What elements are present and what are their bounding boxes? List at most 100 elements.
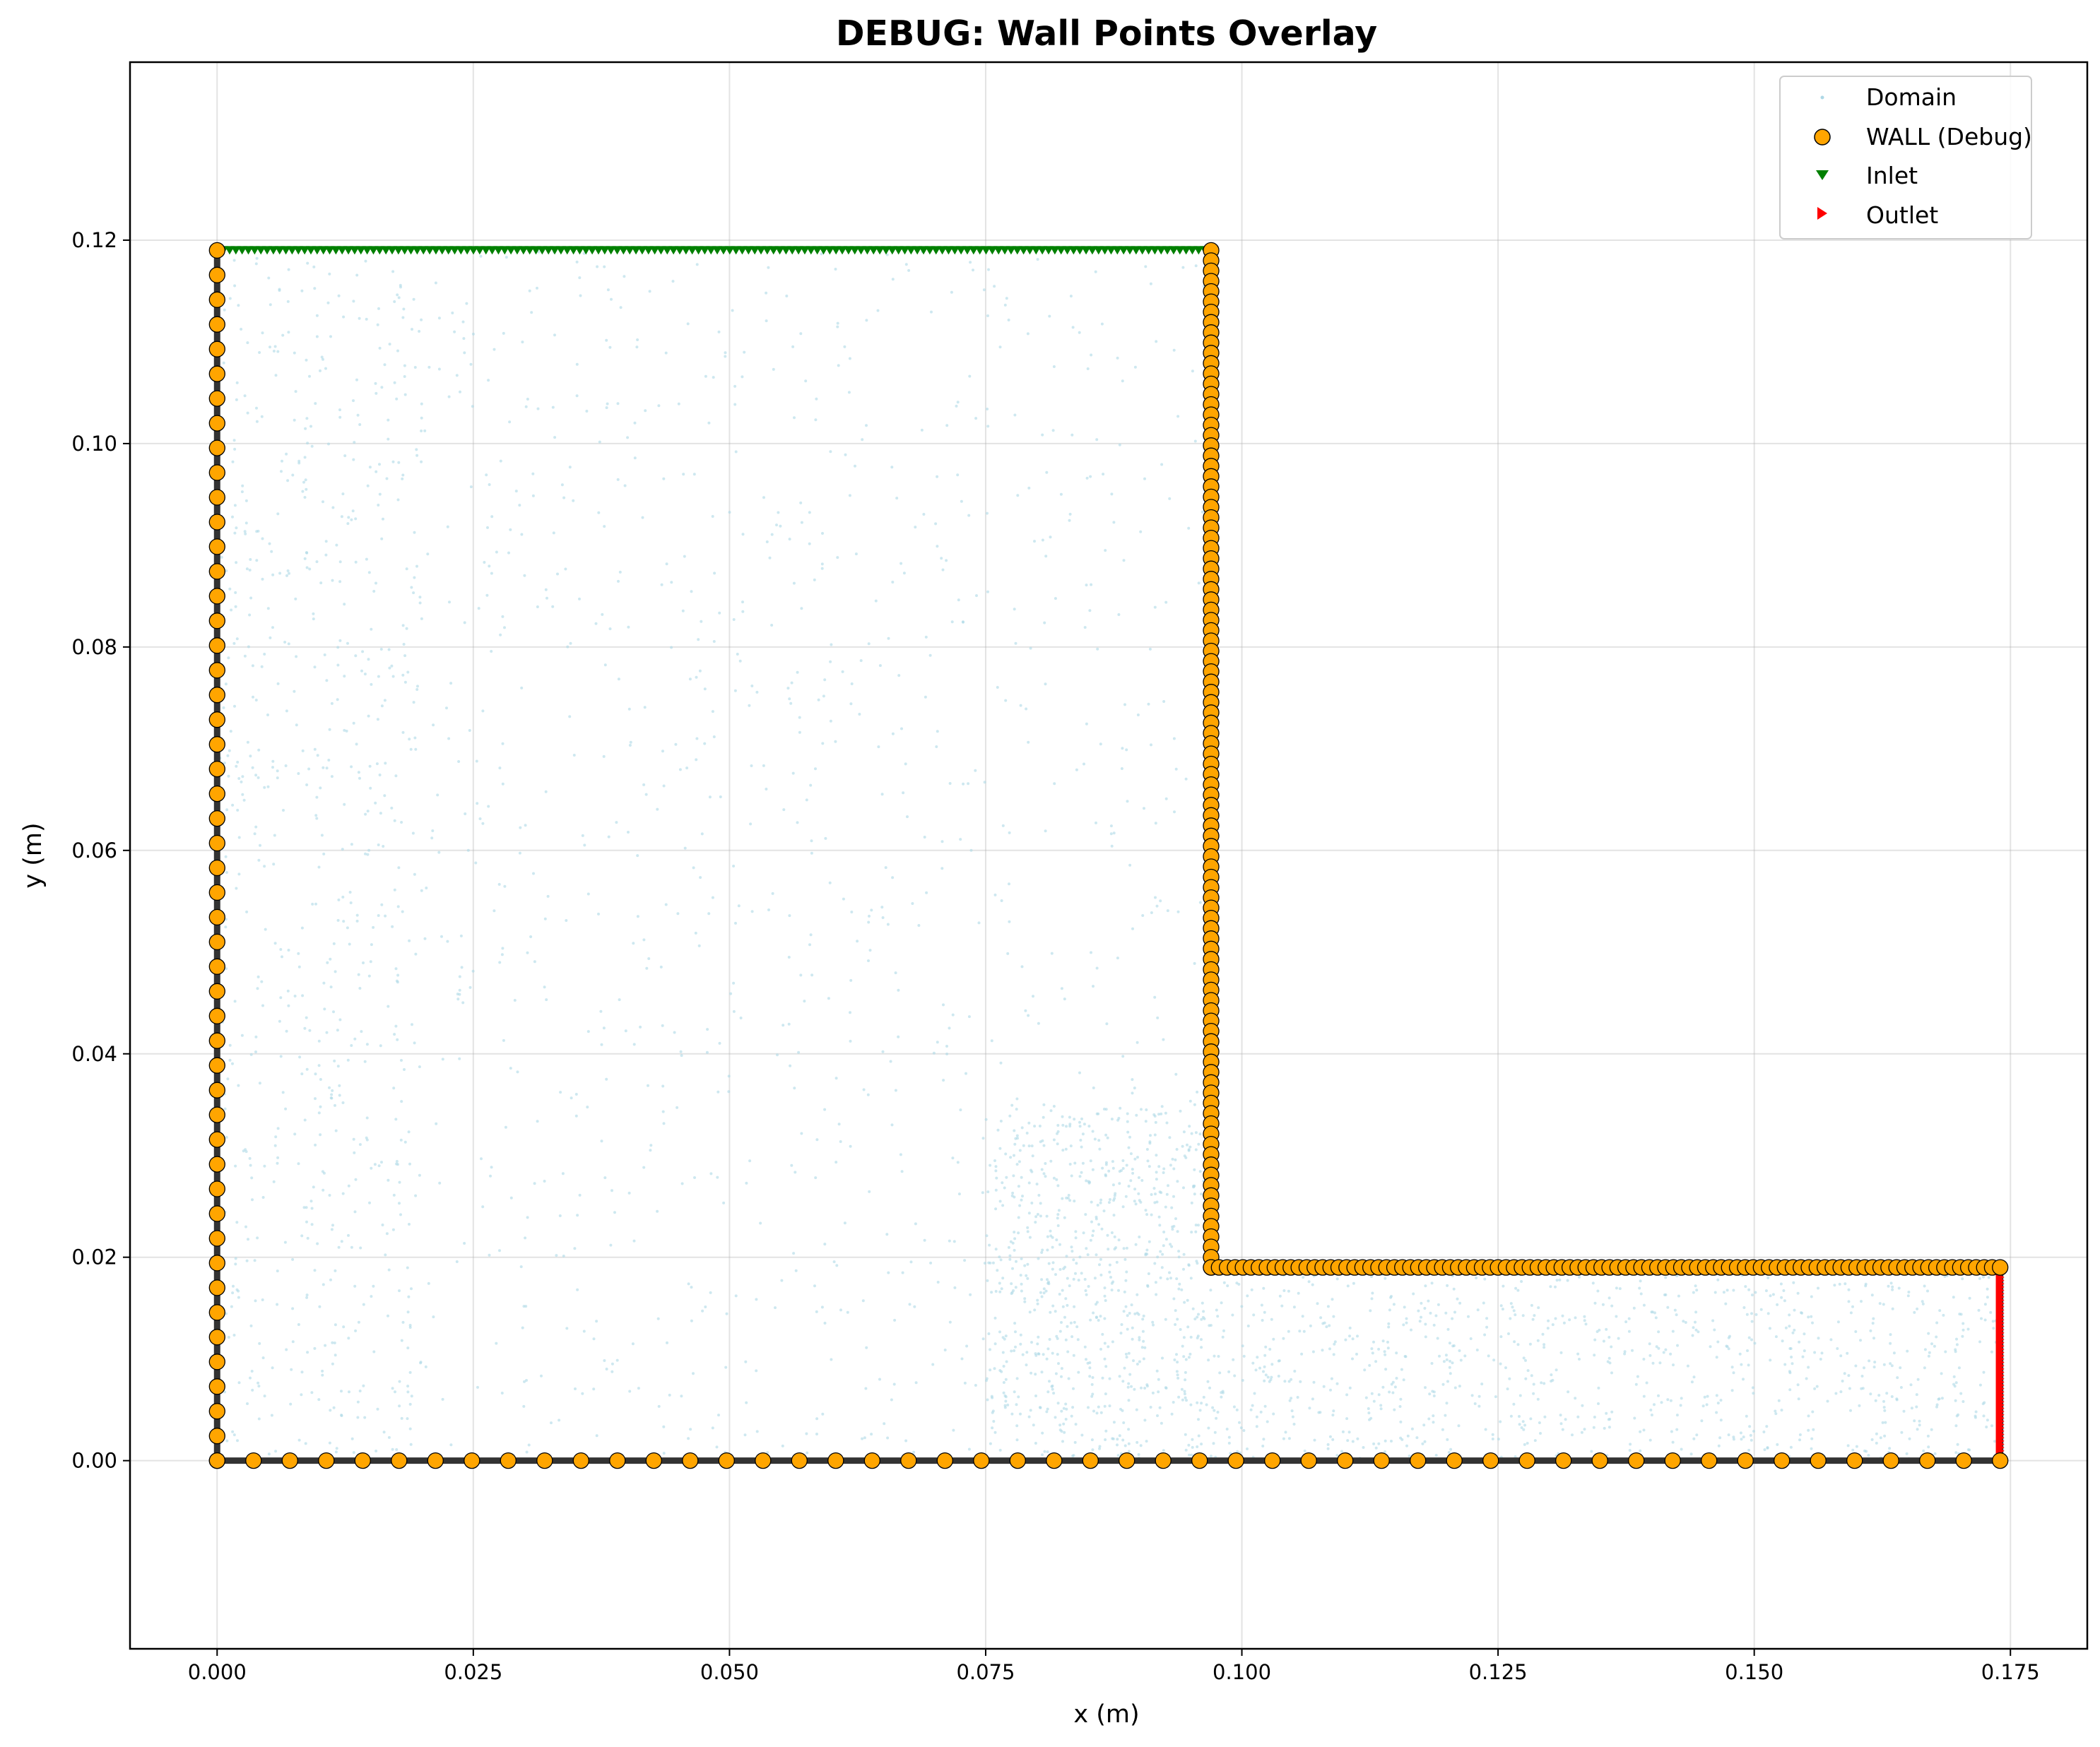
domain-point: [1798, 1438, 1801, 1442]
domain-point: [1181, 1144, 1184, 1148]
wall-point: [1919, 1452, 1936, 1469]
domain-point: [365, 1136, 368, 1139]
domain-point: [1319, 1316, 1323, 1320]
domain-point: [1155, 1154, 1158, 1157]
domain-point: [1001, 1277, 1005, 1280]
domain-point: [582, 1330, 586, 1333]
domain-point: [1099, 1411, 1103, 1414]
domain-point: [1052, 1392, 1056, 1395]
inlet-point: [1174, 246, 1185, 255]
domain-point: [225, 569, 228, 572]
domain-point: [1820, 1351, 1824, 1355]
inlet-point: [1081, 246, 1092, 255]
domain-point: [1188, 1125, 1191, 1128]
domain-point: [922, 513, 926, 516]
domain-point: [1064, 1418, 1068, 1421]
domain-point: [408, 1402, 412, 1406]
domain-point: [1201, 1301, 1204, 1305]
domain-point: [1909, 1383, 1913, 1387]
domain-point: [1954, 1451, 1958, 1455]
domain-point: [1090, 1438, 1094, 1442]
domain-point: [998, 1200, 1002, 1203]
domain-point: [661, 1110, 665, 1113]
domain-point: [1475, 1349, 1479, 1351]
domain-point: [310, 444, 314, 448]
domain-point: [770, 533, 774, 536]
domain-point: [1103, 1286, 1107, 1290]
domain-point: [897, 988, 900, 992]
domain-point: [310, 1391, 314, 1394]
domain-point: [1183, 1392, 1186, 1396]
domain-point: [697, 944, 701, 947]
domain-point: [1211, 1406, 1215, 1409]
wall-point: [609, 1452, 626, 1469]
domain-point: [1194, 1131, 1198, 1135]
domain-point: [231, 803, 235, 807]
domain-point: [849, 1011, 851, 1014]
domain-point: [1171, 1157, 1174, 1161]
domain-point: [347, 1233, 350, 1237]
domain-point: [623, 275, 626, 278]
domain-point: [263, 865, 266, 868]
domain-point: [394, 774, 398, 778]
domain-point: [776, 1053, 779, 1057]
domain-point: [304, 478, 307, 482]
domain-point: [543, 917, 547, 920]
domain-point: [1027, 486, 1031, 490]
domain-point: [1143, 807, 1145, 810]
domain-point: [1713, 1328, 1716, 1332]
wall-point: [500, 1452, 517, 1469]
domain-point: [1235, 1408, 1239, 1411]
domain-point: [312, 617, 315, 621]
wall-point: [208, 514, 225, 531]
domain-point: [733, 403, 737, 406]
domain-point: [786, 687, 790, 690]
domain-point: [440, 935, 443, 938]
x-axis-ticks: 0.000 0.025 0.050 0.075 0.100 0.125 0.150 0.175: [188, 1649, 2040, 1684]
domain-point: [502, 1038, 505, 1042]
domain-point: [1432, 1414, 1435, 1418]
domain-point: [1618, 1287, 1622, 1291]
domain-point: [279, 996, 283, 1000]
domain-point: [328, 1194, 331, 1197]
domain-point: [495, 1342, 498, 1345]
domain-point: [1648, 1342, 1651, 1346]
domain-point: [1982, 1414, 1986, 1418]
domain-point: [602, 1026, 606, 1030]
domain-point: [336, 918, 340, 922]
domain-point: [234, 605, 237, 608]
inlet-point: [1062, 246, 1073, 255]
inlet-point: [700, 246, 710, 255]
domain-point: [286, 569, 290, 572]
domain-point: [376, 718, 379, 721]
domain-point: [308, 374, 311, 378]
domain-point: [1042, 1287, 1046, 1291]
domain-point: [328, 1441, 331, 1445]
domain-point: [233, 704, 236, 708]
domain-point: [350, 1437, 354, 1440]
domain-point: [257, 1417, 261, 1421]
domain-point: [1499, 1362, 1502, 1366]
domain-point: [1003, 1404, 1007, 1407]
domain-point: [1189, 1403, 1193, 1407]
domain-point: [1043, 1450, 1046, 1453]
domain-point: [357, 771, 360, 774]
domain-point: [1807, 1366, 1810, 1369]
domain-point: [1119, 1332, 1123, 1335]
domain-point: [1422, 1423, 1426, 1427]
domain-point: [728, 511, 731, 514]
domain-point: [1124, 1305, 1128, 1308]
domain-point: [363, 1060, 367, 1063]
domain-point: [1125, 1356, 1128, 1359]
domain-point: [1046, 1347, 1050, 1351]
domain-point: [237, 777, 241, 780]
domain-point: [401, 316, 405, 319]
wall-point: [1701, 1452, 1718, 1469]
domain-point: [1182, 1186, 1185, 1190]
domain-point: [1090, 1394, 1094, 1398]
domain-point: [1477, 1394, 1481, 1398]
domain-point: [1669, 1352, 1673, 1356]
domain-point: [393, 888, 396, 892]
domain-point: [303, 496, 307, 499]
